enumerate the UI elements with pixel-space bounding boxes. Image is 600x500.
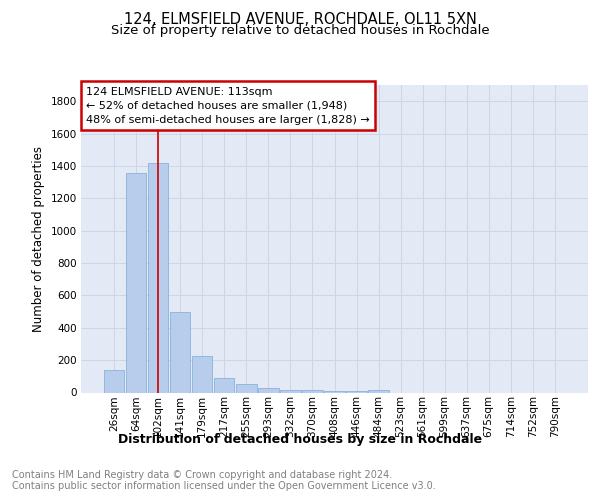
Text: Distribution of detached houses by size in Rochdale: Distribution of detached houses by size … <box>118 432 482 446</box>
Bar <box>104 370 124 392</box>
Bar <box>346 391 367 392</box>
Text: Contains public sector information licensed under the Open Government Licence v3: Contains public sector information licen… <box>12 481 436 491</box>
Bar <box>170 312 190 392</box>
Bar <box>192 356 212 393</box>
Bar <box>148 164 169 392</box>
Bar <box>325 390 344 392</box>
Bar <box>236 384 257 392</box>
Text: 124, ELMSFIELD AVENUE, ROCHDALE, OL11 5XN: 124, ELMSFIELD AVENUE, ROCHDALE, OL11 5X… <box>124 12 476 28</box>
Text: 124 ELMSFIELD AVENUE: 113sqm
← 52% of detached houses are smaller (1,948)
48% of: 124 ELMSFIELD AVENUE: 113sqm ← 52% of de… <box>86 86 370 124</box>
Bar <box>280 390 301 392</box>
Bar <box>126 173 146 392</box>
Bar <box>302 390 323 392</box>
Text: Contains HM Land Registry data © Crown copyright and database right 2024.: Contains HM Land Registry data © Crown c… <box>12 470 392 480</box>
Bar <box>214 378 235 392</box>
Bar <box>368 390 389 392</box>
Text: Size of property relative to detached houses in Rochdale: Size of property relative to detached ho… <box>110 24 490 37</box>
Bar <box>258 388 278 392</box>
Y-axis label: Number of detached properties: Number of detached properties <box>32 146 45 332</box>
